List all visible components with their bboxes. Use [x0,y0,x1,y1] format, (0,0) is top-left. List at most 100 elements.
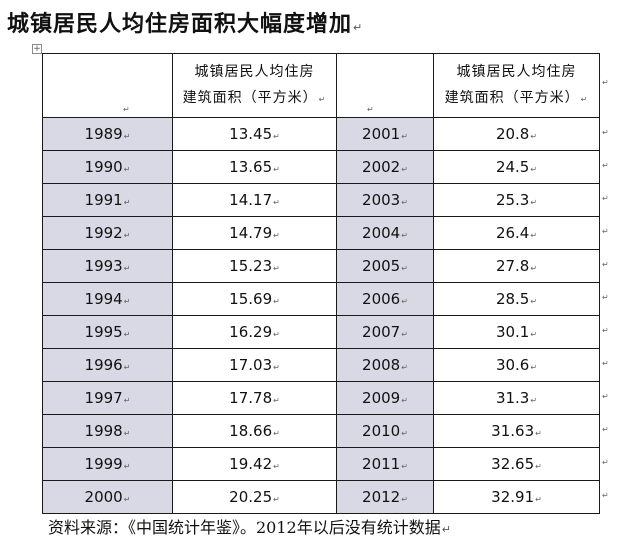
year-cell-right: 2006↵ [336,282,434,316]
row-end-mark: ↵ [602,194,609,203]
cell-end-mark: ↵ [530,231,538,240]
area-cell-left: 17.78↵ [172,381,337,415]
year-cell-left: 1995↵ [42,315,173,349]
header-line-2-left: 建筑面积（平方米）↵ [182,89,327,106]
area-cell-right: 31.3↵ [433,381,600,415]
cell-value: 13.45 [229,125,273,143]
cell-end-mark: ↵ [530,165,538,174]
cell-end-mark: ↵ [123,231,131,240]
cell-value: 17.03 [229,356,273,374]
cell-end-mark: ↵ [530,198,538,207]
page-title: 城镇居民人均住房面积大幅度增加↵ [7,6,363,38]
year-cell-right: 2002↵ [336,150,434,184]
cell-end-mark: ↵ [123,330,131,339]
area-cell-right: 24.5↵ [433,150,600,184]
cell-end-mark: ↵ [273,495,280,504]
cell-value: 2004 [362,224,401,242]
cell-end-mark: ↵ [123,132,131,141]
year-cell-right: 2004↵ [336,216,434,250]
cell-value: 27.8 [495,257,530,275]
year-cell-left: 1996↵ [42,348,173,382]
cell-end-mark: ↵ [123,165,131,174]
row-end-mark: ↵ [602,227,609,236]
year-cell-left: 1999↵ [42,447,173,481]
cell-end-mark: ↵ [273,462,280,471]
year-cell-right: 2012↵ [336,480,434,514]
paragraph-mark: ↵ [353,21,364,34]
table-header-row: ↵ 城镇居民人均住房 建筑面积（平方米）↵ ↵ 城镇居民人均住房 建筑面积（平方… [42,53,600,118]
cell-value: 1989 [84,125,123,143]
cell-end-mark: ↵ [273,429,280,438]
cell-end-mark: ↵ [401,264,408,273]
cell-end-mark: ↵ [401,429,408,438]
cell-value: 2008 [362,356,401,374]
year-cell-left: 1997↵ [42,381,173,415]
header-line-2-right: 建筑面积（平方米）↵ [444,89,589,106]
cell-end-mark: ↵ [530,396,538,405]
cell-end-mark: ↵ [401,231,408,240]
header-cell-area-left: 城镇居民人均住房 建筑面积（平方米）↵ [172,53,337,118]
area-cell-left: 16.29↵ [172,315,337,349]
housing-area-table: ↵ 城镇居民人均住房 建筑面积（平方米）↵ ↵ 城镇居民人均住房 建筑面积（平方… [42,53,600,514]
row-end-mark: ↵ [602,491,609,500]
cell-value: 25.3 [495,191,530,209]
area-cell-left: 19.42↵ [172,447,337,481]
year-cell-left: 1993↵ [42,249,173,283]
area-cell-left: 14.17↵ [172,183,337,217]
year-cell-left: 1990↵ [42,150,173,184]
cell-end-mark: ↵ [123,396,131,405]
cell-end-mark: ↵ [273,165,280,174]
cell-value: 20.8 [495,125,530,143]
row-end-mark: ↵ [602,293,609,302]
row-end-mark: ↵ [602,458,609,467]
year-cell-left: 1991↵ [42,183,173,217]
cell-value: 2006 [362,290,401,308]
cell-end-mark: ↵ [401,330,408,339]
row-end-mark: ↵ [602,260,609,269]
source-note-text: 资料来源：《中国统计年鉴》。2012年以后没有统计数据 [48,518,441,537]
cell-value: 13.65 [229,158,273,176]
cell-end-mark: ↵ [535,462,542,471]
cell-value: 2012 [362,488,401,506]
cell-end-mark: ↵ [123,264,131,273]
cell-value: 2001 [362,125,401,143]
table-move-handle-icon[interactable]: + [32,44,42,54]
cell-value: 2009 [362,389,401,407]
cell-end-mark: ↵ [401,297,408,306]
cell-end-mark: ↵ [123,429,131,438]
cell-value: 2005 [362,257,401,275]
cell-value: 32.65 [491,455,535,473]
cell-end-mark: ↵ [123,363,131,372]
cell-value: 2010 [362,422,401,440]
cell-value: 14.79 [229,224,273,242]
year-cell-right: 2008↵ [336,348,434,382]
year-cell-right: 2003↵ [336,183,434,217]
cell-value: 17.78 [229,389,273,407]
area-cell-left: 13.45↵ [172,117,337,151]
area-cell-right: 31.63↵ [433,414,600,448]
table-row: 1993↵ 15.23↵ 2005↵ 27.8↵ [42,249,600,283]
cell-end-mark: ↵ [123,495,131,504]
table-row: 1989↵ 13.45↵ 2001 ↵ 20.8 ↵ [42,117,600,151]
row-end-mark: ↵ [602,78,609,87]
row-end-mark: ↵ [602,161,609,170]
table-row: 1995↵ 16.29↵ 2007↵ 30.1↵ [42,315,600,349]
cell-value: 1995 [84,323,123,341]
area-cell-left: 20.25↵ [172,480,337,514]
cell-end-mark: ↵ [273,198,280,207]
table-row: 1996↵ 17.03↵ 2008↵ 30.6↵ [42,348,600,382]
cell-end-mark: ↵ [273,132,280,141]
cell-value: 19.42 [229,455,273,473]
cell-value: 1998 [84,422,123,440]
cell-value: 1996 [84,356,123,374]
cell-end-mark: ↵ [401,495,408,504]
cell-end-mark: ↵ [273,330,280,339]
cell-end-mark: ↵ [273,297,280,306]
year-cell-left: 1989↵ [42,117,173,151]
cell-value: 2007 [362,323,401,341]
cell-value: 24.5 [495,158,530,176]
header-line-1-left: 城镇居民人均住房 [194,63,315,80]
cell-value: 2011 [362,455,401,473]
area-cell-left: 15.69↵ [172,282,337,316]
area-cell-right: 32.65↵ [433,447,600,481]
